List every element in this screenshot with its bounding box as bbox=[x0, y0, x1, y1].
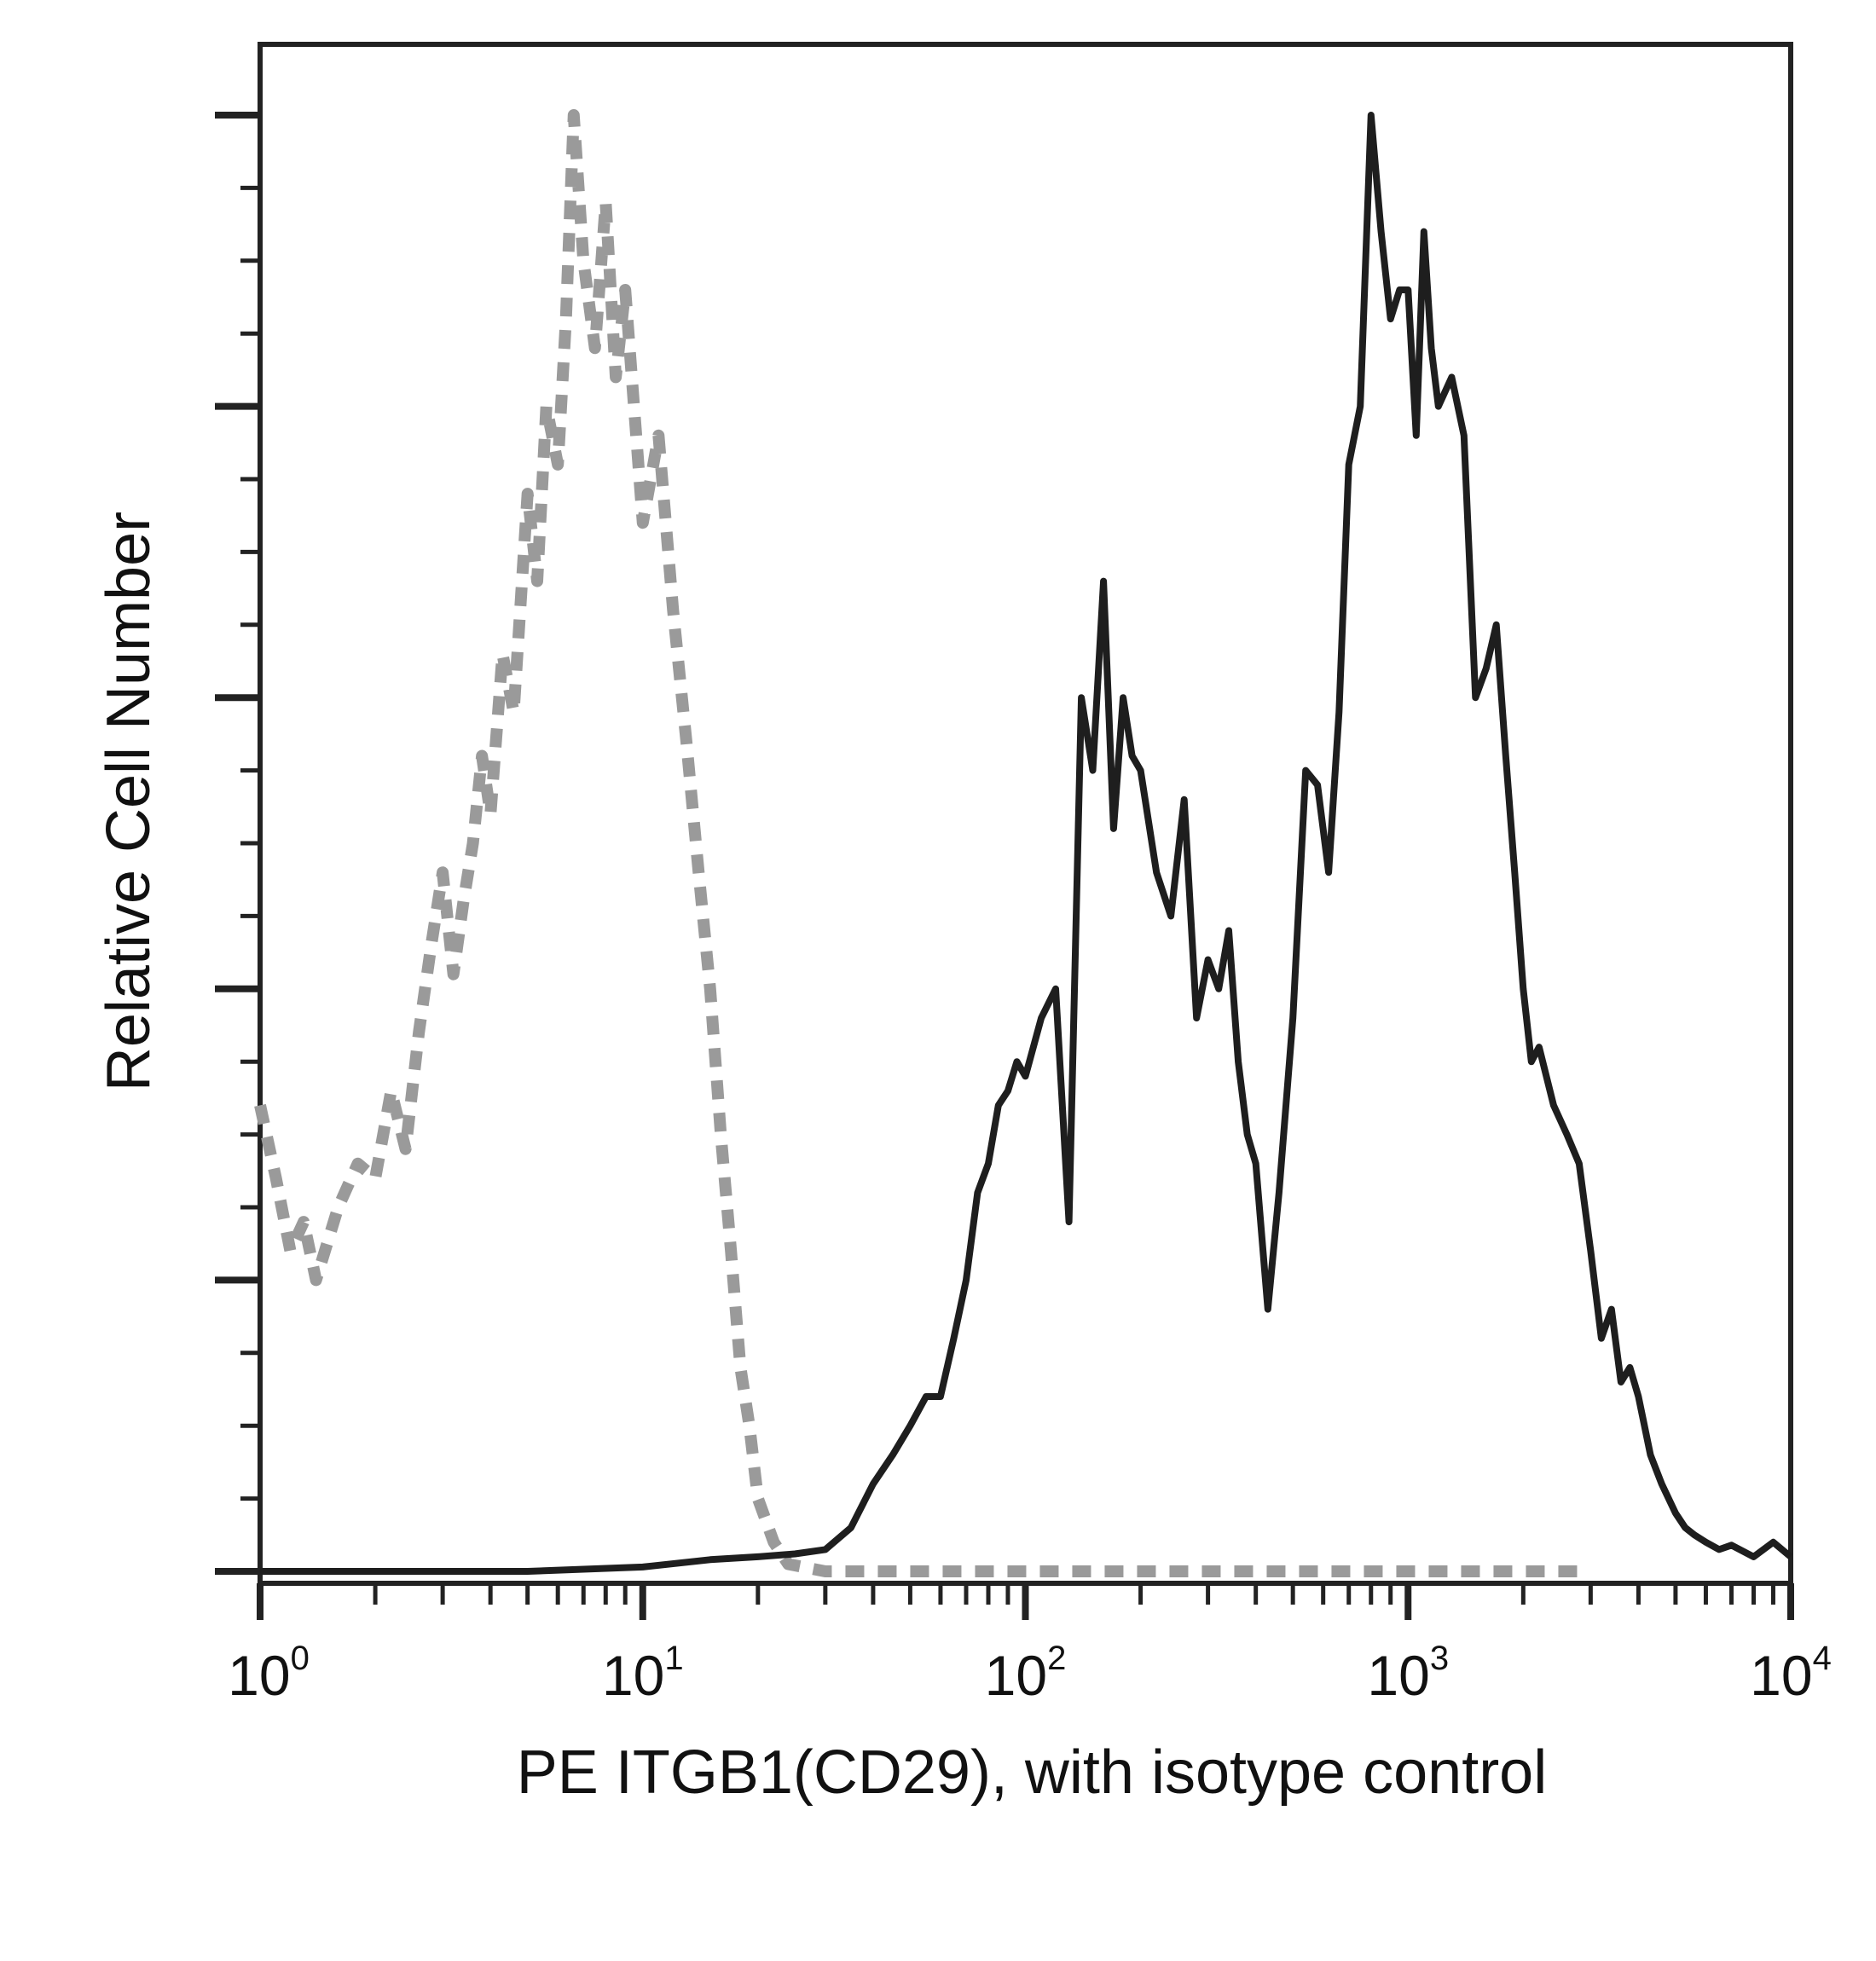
y-axis-title: Relative Cell Number bbox=[95, 512, 163, 1091]
x-axis-tick-labels: 100 101 102 103 104 bbox=[228, 1640, 1832, 1707]
itgb1-series-line bbox=[260, 112, 1793, 1575]
x-tick-label: 102 bbox=[985, 1640, 1067, 1707]
x-tick-label: 103 bbox=[1367, 1640, 1449, 1707]
x-axis-title: PE ITGB1(CD29), with isotype control bbox=[517, 1738, 1547, 1807]
x-tick-label: 100 bbox=[228, 1640, 310, 1707]
plot-frame bbox=[258, 42, 1793, 1586]
series-layer bbox=[254, 109, 1793, 1577]
y-axis-ticks bbox=[215, 112, 260, 1575]
x-tick-label: 101 bbox=[602, 1640, 684, 1707]
isotype-control-series-line bbox=[254, 109, 1591, 1577]
x-axis-ticks bbox=[257, 1583, 1794, 1620]
x-tick-label: 104 bbox=[1750, 1640, 1832, 1707]
